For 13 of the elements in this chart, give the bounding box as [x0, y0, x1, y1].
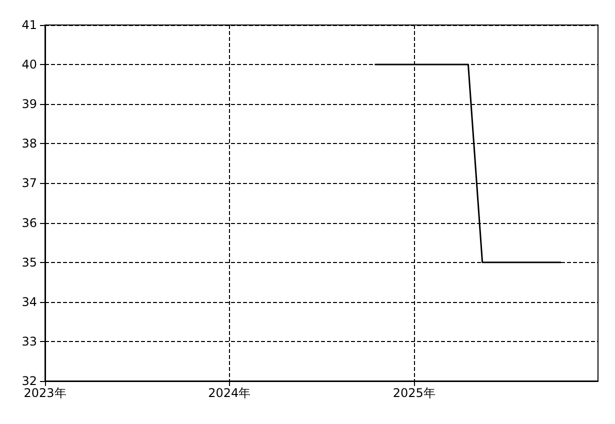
- y-tick-label: 32: [22, 374, 37, 388]
- y-tick-label: 38: [22, 136, 37, 151]
- y-tick-label: 33: [22, 334, 37, 348]
- x-tick-label: 2023年: [24, 386, 66, 400]
- y-tick-label: 37: [22, 176, 37, 190]
- y-tick-label: 34: [22, 294, 37, 309]
- y-tick-label: 40: [22, 58, 37, 72]
- y-tick-label: 36: [22, 216, 37, 230]
- x-tick-label: 2025年: [392, 386, 436, 400]
- y-tick-label: 39: [22, 97, 37, 112]
- y-tick-label: 35: [22, 255, 37, 270]
- x-tick-label: 2024年: [208, 386, 251, 400]
- y-tick-label: 41: [22, 18, 37, 32]
